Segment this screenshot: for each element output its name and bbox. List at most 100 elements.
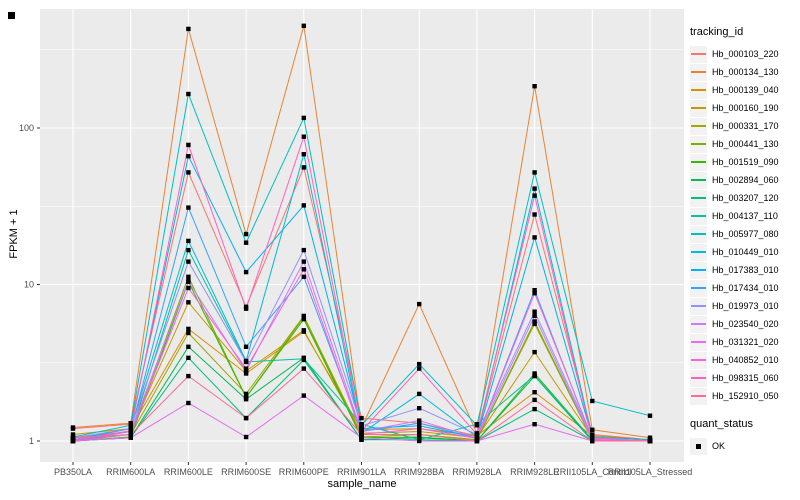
data-point [647,438,653,444]
data-point [532,84,537,89]
y-tick-label: 1 [29,436,34,446]
legend-entry-label: Hb_003207_120 [712,193,779,203]
data-point [590,427,595,432]
data-point [186,344,191,349]
data-point [532,235,537,240]
data-point [417,301,422,307]
line-key-icon [690,207,707,225]
data-point [417,361,422,367]
data-point [474,432,480,437]
data-point [301,274,306,279]
data-point [243,434,249,440]
legend-entry-label: Hb_010449_010 [712,247,779,257]
data-point [186,300,191,305]
data-point [243,391,249,397]
data-point [532,422,537,427]
legend-entry-Hb_000103_220: Hb_000103_220 [690,45,798,63]
data-point [301,203,306,208]
data-point [417,366,422,371]
data-point [532,313,537,319]
data-point [417,421,422,426]
legend-title-tracking-id: tracking_id [690,26,744,38]
y-tick-label: 100 [19,123,34,133]
data-point [532,397,537,403]
data-point [301,393,306,398]
legend-entry-Hb_000441_130: Hb_000441_130 [690,135,798,153]
x-tick-label: RRII105LA_Control [553,467,631,477]
line-key-icon [690,315,707,333]
data-point [474,423,480,428]
data-point [186,326,191,332]
data-point [417,406,422,411]
legend-entry-label: Hb_000331_170 [712,121,779,131]
legend-entry-Hb_017434_010: Hb_017434_010 [690,279,798,297]
data-point [186,355,191,360]
line-key-icon [690,189,707,207]
data-point [186,26,191,32]
data-point [243,269,249,275]
data-point [186,400,191,406]
legend-entry-Hb_023540_020: Hb_023540_020 [690,315,798,333]
data-point [128,423,133,428]
data-point [243,344,249,349]
data-point [532,309,537,314]
line-key-icon [690,135,707,153]
x-tick-label: RRIM600LE [164,467,213,477]
legend-entry-ok: OK [690,437,798,455]
data-point [186,247,191,253]
data-point [186,154,191,159]
data-point [359,432,364,437]
data-point [243,415,249,421]
data-point [70,425,76,430]
legend-entry-Hb_000331_170: Hb_000331_170 [690,117,798,135]
data-point [301,23,306,28]
data-point [532,319,537,324]
data-point [417,391,422,397]
data-point [301,356,306,361]
line-key-icon [690,45,707,63]
line-key-icon [690,333,707,351]
legend-entry-label: Hb_000441_130 [712,139,779,149]
data-point [532,390,537,395]
data-point [128,432,133,437]
data-point [128,435,133,440]
legend-entry-label: Hb_017434_010 [712,283,779,293]
data-point [186,238,191,244]
y-tick-label: 10 [24,280,34,290]
data-point [532,170,537,175]
data-point [590,398,595,404]
line-key-icon [690,63,707,81]
legend-entry-Hb_152910_050: Hb_152910_050 [690,387,798,405]
data-point [532,288,537,293]
legend-entry-Hb_000139_040: Hb_000139_040 [690,81,798,99]
data-point [243,371,249,376]
x-tick-label: RRIM928LE [510,467,559,477]
data-point [186,259,191,264]
data-point [186,91,191,97]
data-point [532,193,537,198]
legend-entry-label: Hb_005977_080 [712,229,779,239]
x-tick-label: RRIM928LA [452,467,501,477]
legend-entry-Hb_002894_060: Hb_002894_060 [690,171,798,189]
legend-entry-Hb_040852_010: Hb_040852_010 [690,351,798,369]
line-key-icon [690,243,707,261]
data-point [301,267,306,272]
data-point [359,415,364,421]
x-tick-label: PB350LA [54,467,92,477]
line-key-icon [690,81,707,99]
line-key-icon [690,171,707,189]
legend-panel: tracking_id Hb_000103_220 Hb_000134_130 Hb… [690,26,798,455]
legend-entry-label: Hb_023540_020 [712,319,779,329]
data-point [301,328,306,333]
stray-point-marker [8,12,15,19]
line-key-icon [690,351,707,369]
line-key-icon [690,117,707,135]
line-key-icon [690,261,707,279]
data-point [301,115,306,121]
legend-entry-Hb_001519_090: Hb_001519_090 [690,153,798,171]
legend-entry-label: Hb_019973_010 [712,301,779,311]
line-key-icon [690,153,707,171]
legend-entry-label: Hb_152910_050 [712,391,779,401]
line-key-icon [690,369,707,387]
